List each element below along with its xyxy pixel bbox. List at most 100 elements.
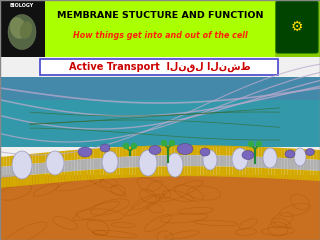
Polygon shape — [100, 158, 103, 169]
Polygon shape — [126, 168, 129, 178]
Polygon shape — [10, 156, 13, 166]
Polygon shape — [100, 148, 103, 158]
Polygon shape — [110, 168, 113, 179]
Polygon shape — [3, 166, 6, 178]
Polygon shape — [271, 157, 275, 168]
Polygon shape — [188, 155, 191, 166]
Polygon shape — [281, 158, 284, 169]
Polygon shape — [246, 146, 249, 156]
Polygon shape — [262, 147, 265, 157]
Polygon shape — [168, 166, 171, 176]
Text: MEMBRANE STUCTURE AND FUNCTION: MEMBRANE STUCTURE AND FUNCTION — [57, 12, 263, 20]
Polygon shape — [262, 157, 265, 168]
Polygon shape — [49, 173, 52, 183]
Ellipse shape — [242, 150, 254, 160]
Polygon shape — [314, 160, 317, 171]
Ellipse shape — [8, 14, 36, 49]
Polygon shape — [23, 154, 26, 165]
Polygon shape — [184, 145, 188, 155]
Polygon shape — [107, 168, 110, 179]
Polygon shape — [181, 155, 184, 166]
Polygon shape — [77, 150, 81, 160]
Polygon shape — [207, 145, 210, 155]
Polygon shape — [110, 147, 113, 157]
Circle shape — [249, 142, 253, 146]
Text: ⚙: ⚙ — [291, 20, 303, 34]
Polygon shape — [49, 152, 52, 162]
Polygon shape — [36, 174, 39, 185]
Polygon shape — [16, 165, 20, 176]
Polygon shape — [65, 172, 68, 182]
Polygon shape — [68, 150, 71, 161]
Polygon shape — [20, 176, 23, 186]
Polygon shape — [0, 167, 3, 178]
Circle shape — [132, 144, 137, 149]
Polygon shape — [6, 177, 10, 187]
Polygon shape — [210, 166, 213, 176]
Polygon shape — [162, 166, 165, 176]
Polygon shape — [239, 167, 243, 177]
Bar — [275, 0, 320, 57]
Polygon shape — [129, 156, 132, 168]
Polygon shape — [210, 155, 213, 166]
Polygon shape — [45, 162, 49, 174]
Polygon shape — [200, 166, 204, 176]
Polygon shape — [275, 168, 278, 179]
Polygon shape — [171, 155, 174, 166]
Polygon shape — [65, 161, 68, 172]
Polygon shape — [107, 157, 110, 169]
Polygon shape — [307, 149, 310, 159]
Polygon shape — [20, 165, 23, 176]
Polygon shape — [23, 175, 26, 186]
Polygon shape — [239, 156, 243, 167]
Polygon shape — [291, 158, 294, 169]
Polygon shape — [314, 150, 317, 160]
Polygon shape — [294, 159, 297, 170]
Ellipse shape — [139, 150, 157, 176]
Polygon shape — [259, 147, 262, 157]
Polygon shape — [174, 155, 178, 166]
Polygon shape — [304, 159, 307, 170]
Polygon shape — [107, 148, 110, 158]
Polygon shape — [300, 159, 304, 170]
Polygon shape — [142, 146, 146, 156]
Polygon shape — [300, 170, 304, 180]
Polygon shape — [204, 155, 207, 166]
Polygon shape — [233, 167, 236, 177]
Polygon shape — [142, 156, 146, 167]
Polygon shape — [32, 154, 36, 164]
Polygon shape — [278, 148, 281, 158]
Polygon shape — [181, 145, 184, 155]
Polygon shape — [10, 177, 13, 187]
Polygon shape — [178, 145, 181, 155]
Polygon shape — [71, 150, 74, 160]
Polygon shape — [207, 166, 210, 176]
Polygon shape — [139, 146, 142, 156]
Polygon shape — [291, 169, 294, 180]
Polygon shape — [68, 160, 71, 172]
Polygon shape — [0, 157, 3, 167]
Polygon shape — [10, 166, 13, 177]
Polygon shape — [6, 166, 10, 177]
Polygon shape — [97, 148, 100, 158]
Polygon shape — [233, 156, 236, 167]
Text: How things get into and out of the cell: How things get into and out of the cell — [73, 31, 247, 41]
Polygon shape — [317, 160, 320, 171]
Polygon shape — [278, 158, 281, 169]
Polygon shape — [20, 155, 23, 165]
Polygon shape — [61, 161, 65, 172]
Polygon shape — [49, 162, 52, 173]
Polygon shape — [120, 168, 123, 178]
Polygon shape — [13, 176, 16, 187]
Polygon shape — [284, 148, 288, 158]
Polygon shape — [32, 174, 36, 185]
Polygon shape — [116, 157, 120, 168]
Polygon shape — [120, 157, 123, 168]
Polygon shape — [136, 167, 139, 177]
Polygon shape — [171, 145, 174, 155]
Polygon shape — [229, 146, 233, 156]
Polygon shape — [129, 146, 132, 156]
Polygon shape — [265, 157, 268, 168]
Polygon shape — [184, 155, 188, 166]
Polygon shape — [265, 147, 268, 157]
